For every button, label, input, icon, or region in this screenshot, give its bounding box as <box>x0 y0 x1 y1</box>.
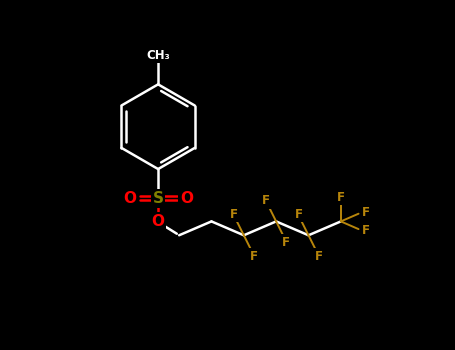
Text: O: O <box>180 191 193 206</box>
Text: F: F <box>361 224 369 237</box>
Text: F: F <box>250 250 258 262</box>
Text: O: O <box>123 191 136 206</box>
Text: F: F <box>230 208 238 221</box>
Text: F: F <box>314 250 323 262</box>
Text: F: F <box>361 206 369 219</box>
Text: O: O <box>152 214 165 229</box>
Text: F: F <box>294 208 303 221</box>
Text: F: F <box>337 191 345 204</box>
Text: F: F <box>282 236 290 249</box>
Text: F: F <box>262 194 270 207</box>
Text: S: S <box>152 191 164 206</box>
Text: CH₃: CH₃ <box>146 49 170 62</box>
